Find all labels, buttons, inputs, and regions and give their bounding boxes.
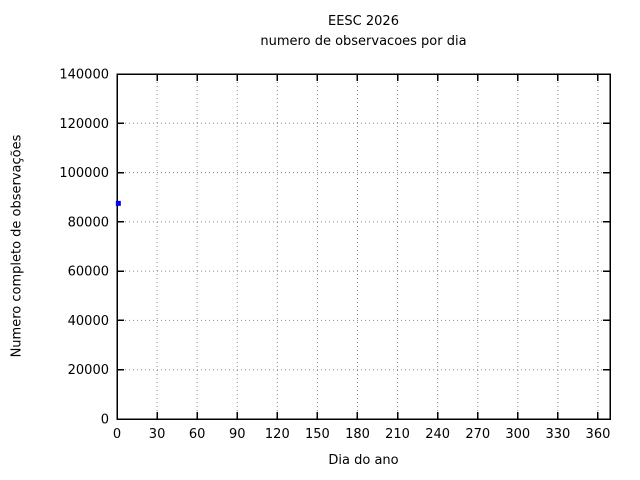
y-tick-label: 20000: [68, 363, 109, 378]
y-tick-label: 140000: [59, 68, 109, 83]
chart-title: EESC 2026: [328, 14, 399, 29]
y-tick-label: 120000: [59, 117, 109, 132]
y-tick-label: 40000: [68, 314, 109, 329]
x-tick-label: 90: [229, 427, 246, 442]
chart-title-block: EESC 2026 numero de observacoes por dia: [117, 12, 610, 52]
x-tick-label: 120: [265, 427, 290, 442]
x-tick-label: 180: [345, 427, 370, 442]
x-axis-label: Dia do ano: [328, 453, 399, 468]
x-tick-label: 360: [586, 427, 611, 442]
chart-subtitle: numero de observacoes por dia: [260, 34, 467, 49]
y-tick-label: 0: [101, 413, 109, 428]
x-tick-label: 210: [385, 427, 410, 442]
data-point: [115, 200, 121, 206]
x-tick-label: 270: [465, 427, 490, 442]
y-tick-label: 60000: [68, 265, 109, 280]
x-tick-label: 60: [189, 427, 206, 442]
x-tick-label: 150: [305, 427, 330, 442]
x-tick-label: 300: [505, 427, 530, 442]
x-tick-label: 240: [425, 427, 450, 442]
y-tick-label: 80000: [68, 215, 109, 230]
x-tick-label: 30: [149, 427, 166, 442]
x-tick-label: 0: [113, 427, 121, 442]
x-tick-label: 330: [545, 427, 570, 442]
y-tick-label: 100000: [59, 166, 109, 181]
plot-border: [116, 73, 611, 420]
